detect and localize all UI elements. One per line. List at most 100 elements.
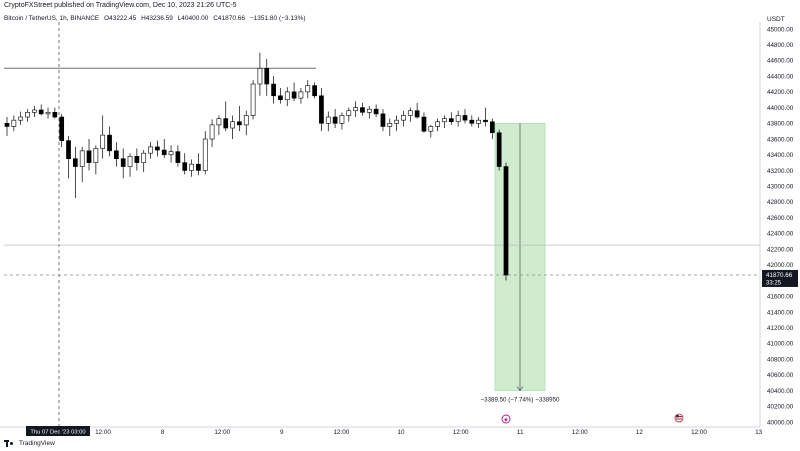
y-tick-label: 43400.00 [767,152,794,159]
y-tick-label: 42200.00 [767,246,794,253]
ohlc-low: L40400.00 [177,15,209,22]
candle-down [52,112,58,118]
candle-up [476,119,482,124]
tradingview-logo-icon [4,440,16,447]
y-tick-label: 42600.00 [767,215,794,222]
y-tick-label: 44000.00 [767,105,794,112]
candle-down [196,163,201,171]
candle-up [127,156,133,167]
candle-up [45,112,51,115]
candle-up [216,118,222,126]
candle-down [107,134,112,152]
crosshair-date-label: Thu 07 Dec '23 03:00 [30,430,85,436]
y-tick-label: 45000.00 [767,26,794,33]
candle-up [455,115,461,123]
y-tick-label: 44400.00 [767,73,794,80]
candle-down [421,116,427,132]
candle-down [66,140,71,159]
publisher-caption: CryptoFXStreet published on TradingView.… [4,2,237,9]
y-tick-label: 41400.00 [767,309,794,316]
candle-up [11,119,17,127]
y-tick-label: 40000.00 [767,419,794,426]
symbol-name[interactable]: Bitcoin / TetherUS, 1h, BINANCE [4,15,100,22]
ohlc-open: O43222.45 [104,15,137,22]
y-tick-label: 43000.00 [767,184,794,191]
symbol-legend: Bitcoin / TetherUS, 1h, BINANCE O43222.4… [4,15,309,22]
y-tick-label: 40800.00 [767,356,794,363]
event-marker-glyph: ★ [503,417,508,424]
last-price-countdown: 33:25 [766,280,782,286]
candle-down [38,109,44,115]
candle-down [414,110,420,118]
level-layer [4,67,760,276]
y-tick-label: 40200.00 [767,404,794,411]
x-tick-label: 10 [397,429,405,436]
candle-down [278,95,283,101]
candle-up [93,148,99,163]
candle-up [202,138,208,171]
y-tick-label: 44600.00 [767,58,794,65]
candle-down [319,95,324,124]
last-price-value: 41870.66 [766,272,793,279]
candle-up [284,91,290,101]
candle-down [373,108,379,115]
candle-down [73,158,78,167]
candle-down [161,149,167,156]
x-tick-label: 13 [755,429,763,436]
candle-up [366,108,372,113]
candle-down [503,166,509,276]
candle-down [223,118,229,129]
candle-up [298,91,304,99]
candle-down [4,123,10,127]
candle-down [86,150,92,163]
candle-down [134,156,140,163]
x-tick-label: 12 [636,429,644,436]
candle-down [332,116,338,124]
us-flag-stripe [676,418,682,420]
last-price-badge [762,269,798,287]
projection-arrow-head [516,386,524,392]
candle-up [401,115,406,121]
candle-up [79,150,85,167]
ohlc-high: H43236.59 [141,15,173,22]
candle-up [346,110,352,116]
x-tick-label: 12:00 [95,429,111,436]
y-tick-label: 43600.00 [767,136,794,143]
y-tick-label: 43800.00 [767,121,794,128]
candle-down [291,91,297,99]
candle-down [59,116,65,141]
x-tick-label: 8 [161,429,165,436]
candle-up [387,123,393,127]
tradingview-logo[interactable]: TradingView [4,440,55,447]
candle-up [339,115,345,124]
candle-up [31,109,37,113]
candle-down [462,115,468,121]
projection-layer: −3389.50 (−7.74%) −338950 [481,123,561,404]
candle-up [442,118,447,123]
x-tick-label: 12:00 [334,429,350,436]
candle-up [25,112,30,118]
y-tick-label: 41600.00 [767,294,794,301]
candle-up [141,152,147,163]
candle-down [489,121,495,134]
candle-down [182,162,188,171]
y-tick-label: 42400.00 [767,231,794,238]
candle-up [257,68,263,85]
projection-label: −3389.50 (−7.74%) −338950 [481,397,561,404]
candle-down [469,119,475,124]
candle-down [483,119,488,123]
candle-down [175,151,181,163]
candle-down [271,83,276,97]
candle-up [168,151,174,156]
x-tick-label: 9 [280,429,284,436]
tradingview-logo-text: TradingView [19,440,55,447]
candle-down [312,85,317,97]
candle-down [114,150,119,159]
ohlc-change: −1351.80 (−3.13%) [249,15,306,22]
crosshair-date-badge [26,426,90,436]
y-tick-label: 41200.00 [767,325,794,332]
candle-down [360,107,365,113]
candle-layer [4,52,509,281]
candle-up [18,116,24,121]
